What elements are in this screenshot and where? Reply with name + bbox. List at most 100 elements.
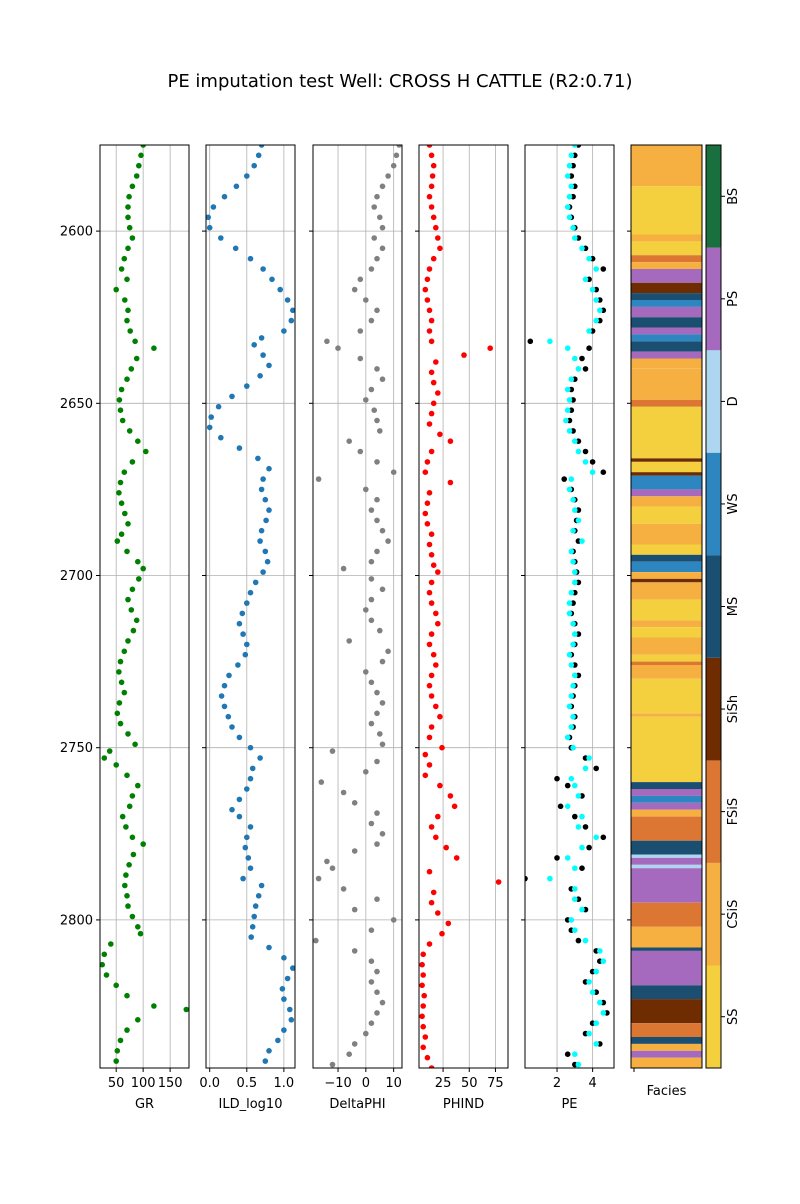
data-point xyxy=(258,335,265,341)
data-point xyxy=(433,834,439,841)
data-point xyxy=(374,255,380,262)
data-point xyxy=(368,927,375,933)
facies-interval xyxy=(631,599,702,621)
data-point xyxy=(396,145,402,148)
facies-interval xyxy=(631,358,702,369)
facies-interval xyxy=(631,341,702,352)
data-point xyxy=(135,1017,141,1023)
data-point xyxy=(435,569,441,575)
data-point xyxy=(428,824,435,830)
facies-interval xyxy=(631,854,702,858)
data-point xyxy=(428,338,435,345)
data-point xyxy=(570,558,576,565)
data-point xyxy=(593,1041,599,1047)
data-point xyxy=(368,820,375,827)
x-tick-label: 150 xyxy=(158,1076,183,1091)
data-point xyxy=(568,376,575,383)
data-point xyxy=(572,927,578,933)
data-point xyxy=(430,889,437,896)
data-point xyxy=(572,507,578,513)
data-point xyxy=(368,679,375,686)
data-point xyxy=(582,448,589,455)
data-point xyxy=(266,944,272,951)
data-point xyxy=(566,600,573,606)
data-point xyxy=(428,552,435,558)
series-dphi xyxy=(313,145,402,1068)
facies-interval xyxy=(631,544,702,555)
data-point xyxy=(564,407,571,414)
facies-interval xyxy=(631,926,702,948)
data-point xyxy=(435,620,441,627)
facies-interval xyxy=(631,282,702,294)
data-point xyxy=(582,366,589,372)
data-point xyxy=(422,1034,429,1040)
facies-interval xyxy=(631,661,702,665)
facies-interval xyxy=(631,627,702,638)
data-point xyxy=(266,1048,272,1054)
data-point xyxy=(229,806,235,813)
data-point xyxy=(266,362,272,369)
data-point xyxy=(600,834,607,841)
facies-interval xyxy=(631,654,702,662)
data-point xyxy=(368,1020,375,1026)
data-point xyxy=(572,569,578,575)
data-point xyxy=(422,772,429,779)
grid-phind xyxy=(419,145,508,1068)
data-point xyxy=(351,286,358,293)
data-point xyxy=(151,1003,157,1009)
data-point xyxy=(244,834,250,841)
data-point xyxy=(240,631,246,637)
data-point xyxy=(218,235,224,241)
series-pe-imputed xyxy=(547,145,607,1068)
data-point xyxy=(125,204,131,210)
data-point xyxy=(340,565,347,572)
data-point xyxy=(135,438,141,445)
grid-ild xyxy=(206,145,295,1068)
data-point xyxy=(424,1054,431,1061)
data-point xyxy=(351,848,358,854)
data-point xyxy=(117,479,124,486)
data-point xyxy=(103,972,110,978)
data-point xyxy=(572,813,578,820)
data-point xyxy=(572,631,578,637)
data-point xyxy=(374,548,380,555)
colorbar-label: D xyxy=(726,396,741,406)
data-point xyxy=(572,145,578,148)
data-point xyxy=(374,496,380,503)
data-point xyxy=(566,651,573,658)
data-point xyxy=(428,899,435,906)
data-point xyxy=(447,438,454,445)
data-point xyxy=(582,765,589,772)
data-point xyxy=(570,641,576,648)
data-point xyxy=(374,366,380,372)
data-point xyxy=(247,865,254,871)
data-point xyxy=(262,1058,269,1064)
data-point xyxy=(229,724,235,730)
data-point xyxy=(566,703,573,710)
facies-interval xyxy=(631,1050,702,1058)
data-point xyxy=(117,720,124,727)
facies-interval xyxy=(631,523,702,545)
data-point xyxy=(572,355,578,362)
data-point xyxy=(566,214,573,221)
data-point xyxy=(129,793,136,799)
panel-frame xyxy=(312,144,403,1069)
facies-interval xyxy=(631,255,702,263)
data-point xyxy=(132,338,138,345)
data-point xyxy=(245,855,252,861)
data-point xyxy=(264,558,271,565)
facies-colorbar: SS CSiS FSiS SiSh MS WS D PS BS xyxy=(705,144,741,1069)
data-point xyxy=(379,183,386,190)
data-point xyxy=(564,204,571,210)
data-point xyxy=(368,720,375,727)
data-point xyxy=(133,173,140,179)
data-point xyxy=(260,266,266,272)
data-point xyxy=(487,345,494,352)
data-point xyxy=(568,152,575,159)
data-point xyxy=(582,824,589,830)
facies-interval xyxy=(631,334,702,342)
facies-interval xyxy=(631,572,702,579)
data-point xyxy=(368,386,375,393)
data-point xyxy=(116,669,122,675)
colorbar-label: FSiS xyxy=(726,798,741,825)
